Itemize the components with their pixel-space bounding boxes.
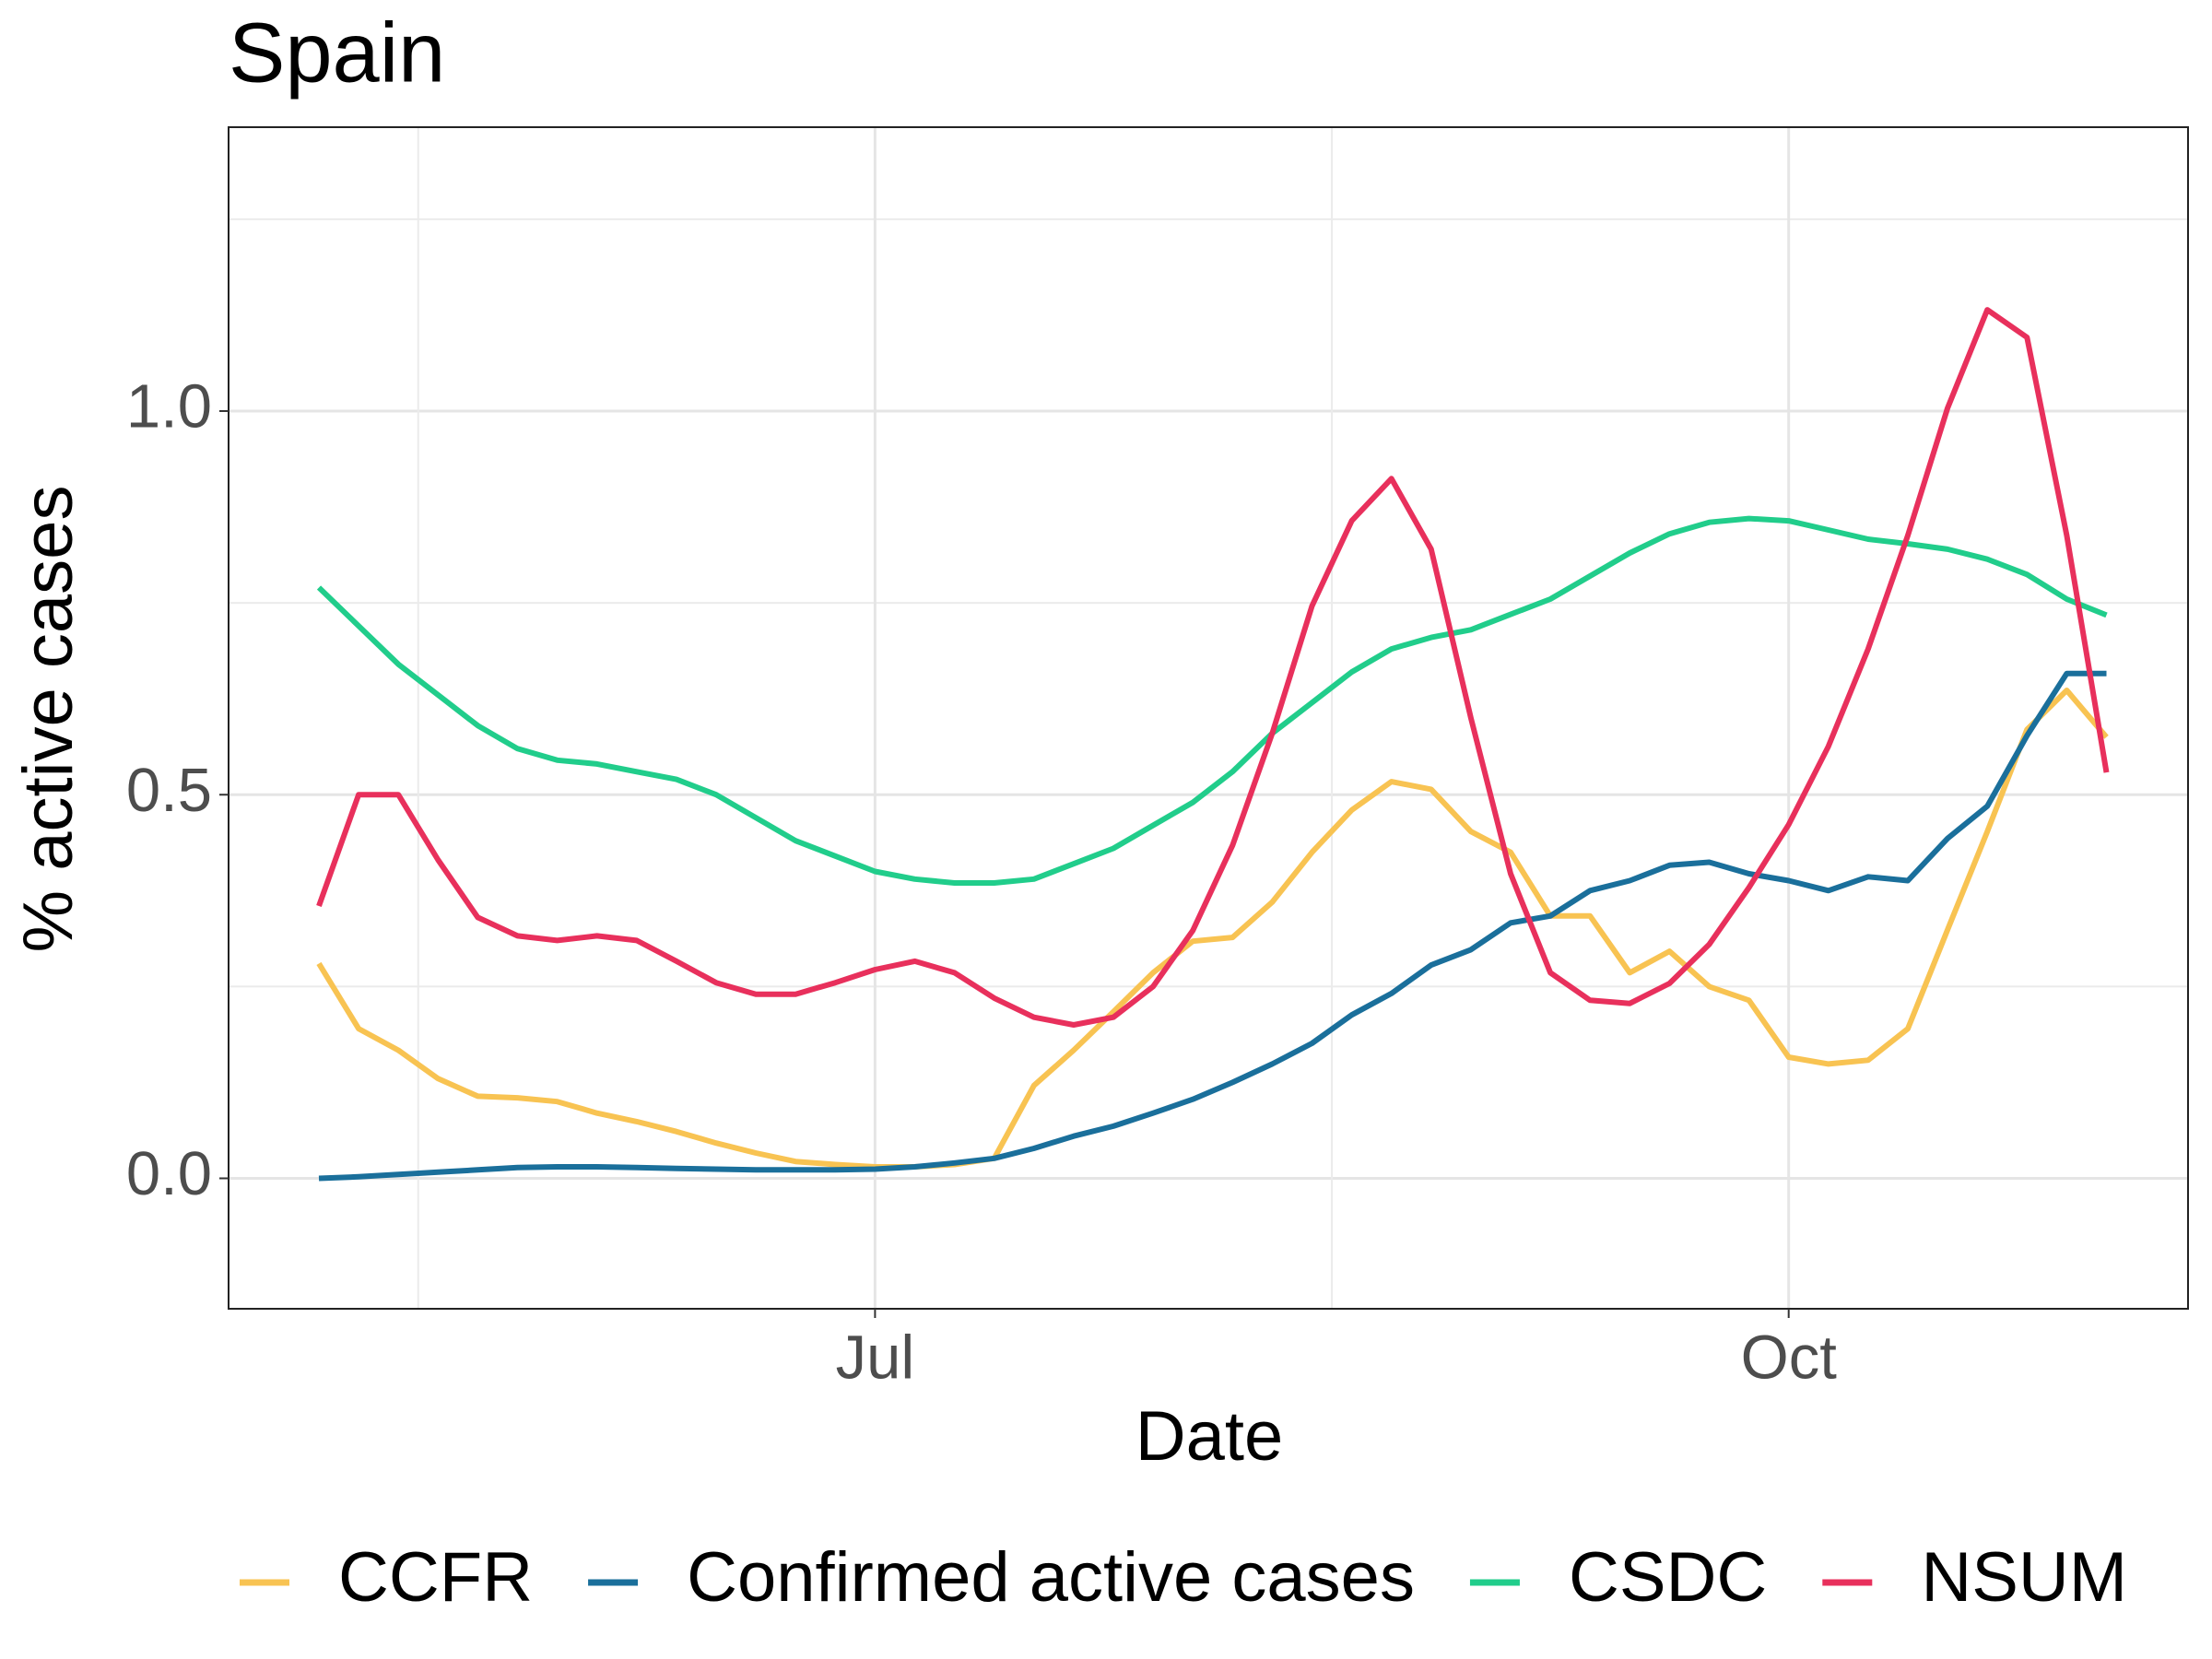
lines [316,307,2110,1182]
legend: CCFR Confirmed active cases CSDC NSUM [240,1538,2127,1617]
series-line [316,688,2109,1170]
y-tick-label: 0.0 [126,1139,212,1208]
plot-border [228,126,2189,1310]
x-tick-label: Oct [1741,1324,1838,1393]
x-axis-label: Date [1135,1397,1284,1476]
x-tick-label: Jul [836,1324,915,1393]
y-tick-label: 0.5 [126,756,212,825]
chart-title: Spain [229,6,445,100]
legend-label: Confirmed active cases [687,1538,1415,1617]
y-axis-label: % active cases [9,486,88,953]
legend-label: CCFR [338,1538,533,1617]
legend-label: CSDC [1569,1538,1767,1617]
series-line [318,670,2107,1182]
series-line [316,307,2110,1028]
y-tick-label: 1.0 [126,372,212,441]
grid [229,127,2188,1309]
series-line [316,515,2108,886]
legend-label: NSUM [1921,1538,2127,1617]
